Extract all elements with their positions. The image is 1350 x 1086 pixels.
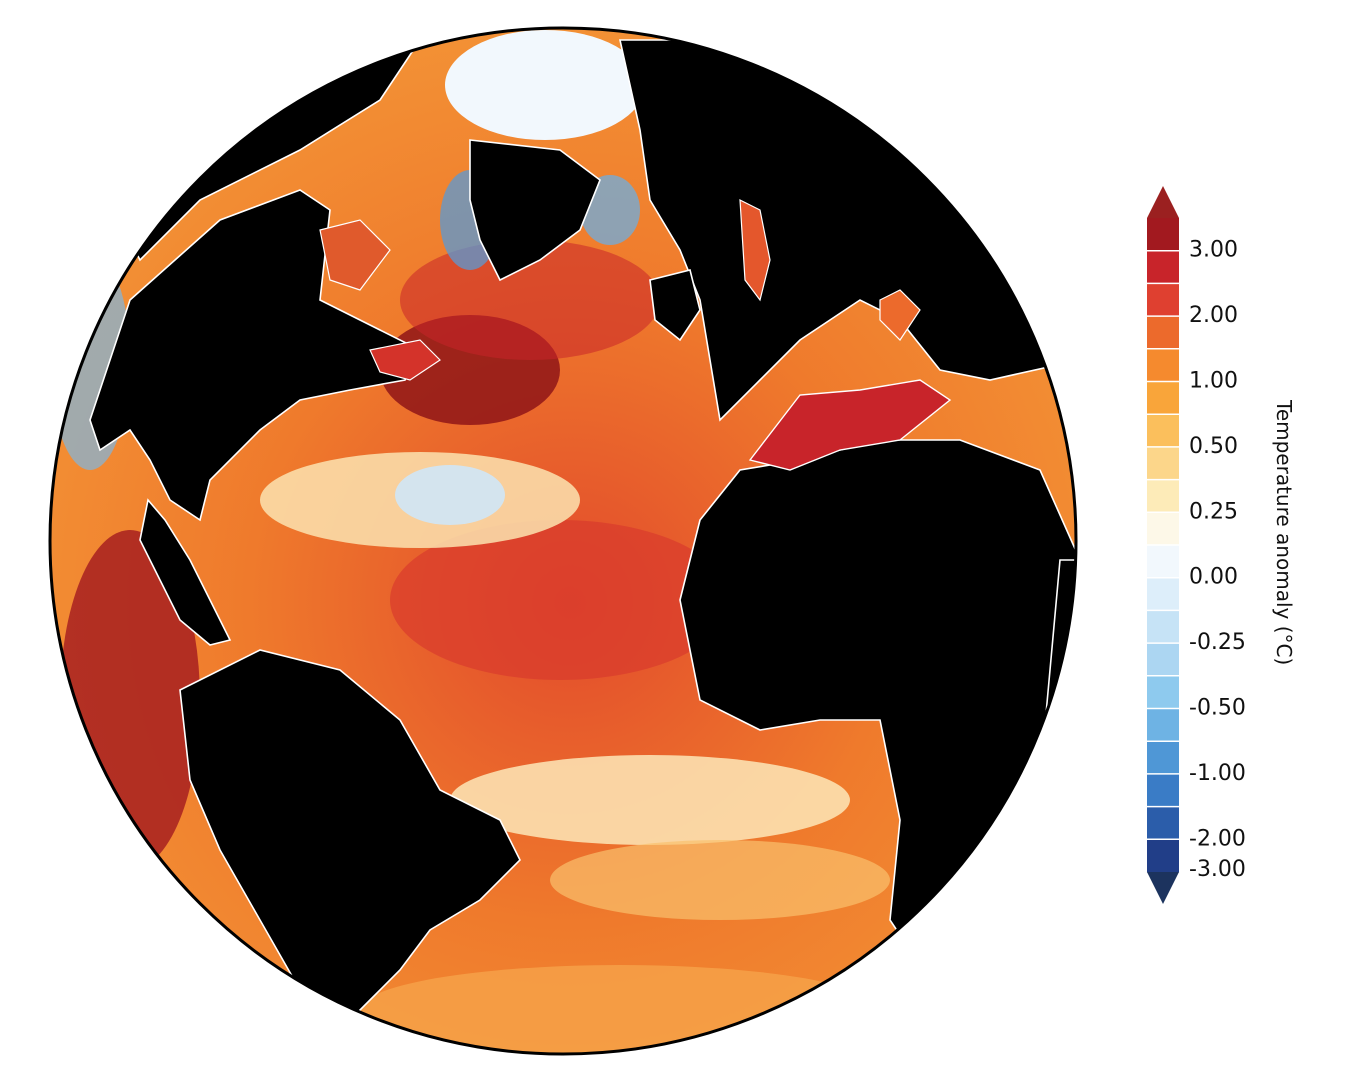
colorbar-swatch <box>1147 283 1179 317</box>
colorbar-swatch <box>1147 250 1179 284</box>
colorbar-tick-label: -1.00 <box>1189 761 1246 786</box>
colorbar-tick-label: 2.00 <box>1189 303 1238 328</box>
inland-seas <box>319 198 952 471</box>
colorbar-swatch <box>1147 741 1179 775</box>
colorbar-tick-label: -2.00 <box>1189 826 1246 851</box>
south-america <box>179 649 521 1032</box>
colorbar-swatch <box>1147 806 1179 840</box>
colorbar-tick-label: -0.25 <box>1189 630 1246 655</box>
colorbar-swatch <box>1147 512 1179 546</box>
baltic-sea <box>739 198 771 302</box>
colorbar-top-extend-arrow <box>1147 186 1179 218</box>
north-america <box>89 189 422 522</box>
colorbar-swatch <box>1147 479 1179 513</box>
south-atlantic-neutral-band <box>450 755 850 845</box>
central-america <box>139 498 232 646</box>
colorbar-tick-label: -3.00 <box>1189 857 1246 882</box>
arctic-sea-ice <box>445 30 645 140</box>
colorbar-swatch <box>1147 839 1179 873</box>
gulf-of-st-lawrence <box>369 339 441 381</box>
colorbar-swatch <box>1147 773 1179 808</box>
british-isles <box>649 269 701 342</box>
colorbar-swatch <box>1147 708 1179 742</box>
colorbar-tick-label: 1.00 <box>1189 369 1238 394</box>
greenland <box>469 139 601 282</box>
colorbar-swatch <box>1147 577 1179 611</box>
colorbar-swatch <box>1147 381 1179 415</box>
colorbar-tick-label: 3.00 <box>1189 238 1238 263</box>
southern-ocean-mixed-band <box>360 965 880 1054</box>
south-atlantic-mixed-band <box>550 840 890 920</box>
subpolar-warm-patch <box>400 240 660 360</box>
colorbar-tick-label: 0.25 <box>1189 499 1238 524</box>
colorbar-swatch <box>1147 545 1179 579</box>
mid-atlantic-cool-patch <box>395 465 505 525</box>
colorbar-bottom-extend-arrow <box>1147 872 1179 904</box>
colorbar-tick-label: 0.50 <box>1189 434 1238 459</box>
colorbar-swatch <box>1147 316 1179 350</box>
colorbar-swatches <box>1147 218 1179 873</box>
tropical-warm-patch <box>390 520 730 680</box>
colorbar-swatch <box>1147 348 1179 382</box>
colorbar-swatch <box>1147 414 1179 448</box>
colorbar-swatch <box>1147 610 1179 644</box>
colorbar: 3.00 2.00 1.00 0.50 0.25 0.00 -0.25 -0.50 -1.00 -… <box>1147 186 1296 904</box>
colorbar-tick-label: 0.00 <box>1189 565 1238 590</box>
black-sea <box>879 289 921 341</box>
hudson-bay <box>319 219 391 291</box>
colorbar-swatch <box>1147 643 1179 677</box>
globe-outline <box>48 26 1078 1056</box>
colorbar-tick-label: -0.50 <box>1189 696 1246 721</box>
globe-body <box>50 28 1076 1054</box>
mediterranean-sea <box>748 379 952 471</box>
colorbar-tick-labels: 3.00 2.00 1.00 0.50 0.25 0.00 -0.25 -0.50 -1.00 -… <box>1189 238 1246 882</box>
colorbar-swatch <box>1147 675 1179 709</box>
colorbar-swatch <box>1147 446 1179 481</box>
sea-surface-temperature-globe <box>48 26 1078 1056</box>
colorbar-title: Temperature anomaly (°C) <box>1272 399 1296 665</box>
colorbar-swatch <box>1147 218 1179 252</box>
